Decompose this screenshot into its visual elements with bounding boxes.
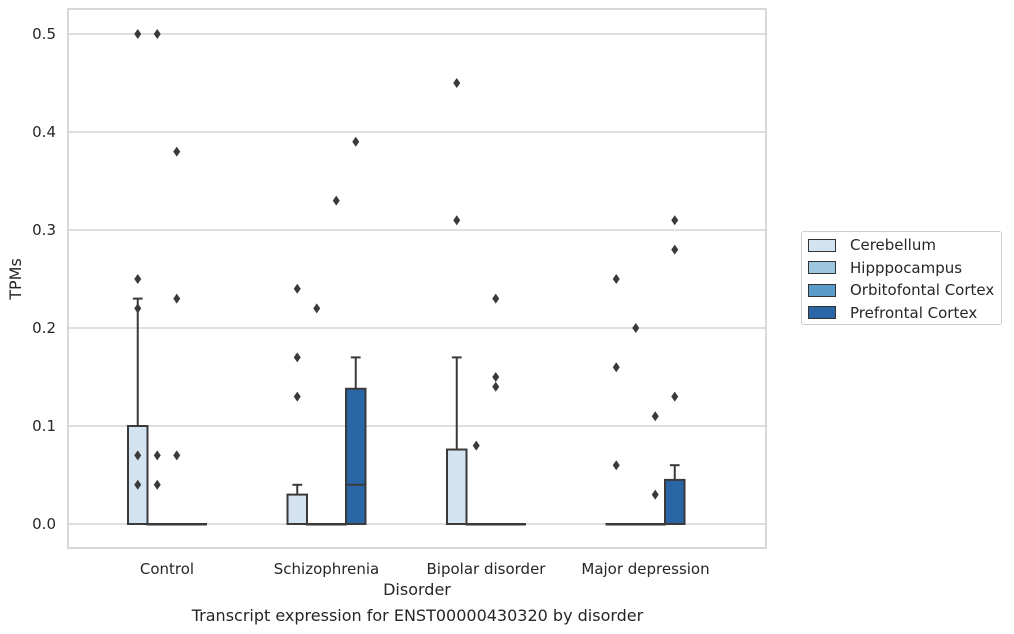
y-tick-label: 0.5	[32, 25, 56, 43]
plot-frame	[67, 8, 767, 549]
x-axis-label: Disorder	[383, 580, 451, 599]
outlier-point	[453, 215, 461, 226]
legend-swatch	[808, 306, 836, 319]
x-tick-label: Bipolar disorder	[427, 560, 547, 578]
outlier-point	[651, 411, 659, 422]
y-tick-label: 0.1	[32, 417, 56, 435]
outlier-point	[671, 215, 679, 226]
outlier-point	[632, 323, 640, 333]
legend-item: Prefrontal Cortex	[808, 303, 977, 323]
outlier-point	[173, 450, 181, 461]
outlier-point	[492, 381, 500, 392]
outlier-point	[671, 244, 679, 255]
box	[446, 448, 468, 525]
outlier-point	[612, 460, 620, 471]
outlier-point	[612, 362, 620, 373]
outlier-point	[153, 29, 161, 39]
box	[127, 425, 149, 525]
outlier-point	[134, 450, 142, 461]
outlier-point	[153, 479, 161, 490]
legend-swatch	[808, 261, 836, 274]
y-tick-label: 0.3	[32, 221, 56, 239]
x-tick-label: Control	[140, 560, 194, 578]
legend-item: Orbitofontal Cortex	[808, 280, 994, 300]
outlier-point	[492, 372, 500, 382]
outlier-point	[352, 136, 360, 147]
legend-label: Cerebellum	[850, 236, 936, 254]
outlier-point	[134, 479, 142, 490]
outlier-point	[173, 293, 181, 304]
figure-caption: Transcript expression for ENST0000043032…	[191, 606, 644, 625]
outlier-point	[492, 293, 500, 304]
legend: Cerebellum Hipppocampus Orbitofontal Corte…	[801, 231, 1002, 325]
y-axis-label: TPMs	[6, 258, 25, 301]
y-tick-label: 0.2	[32, 319, 56, 337]
box	[664, 478, 686, 525]
y-tick-label: 0.4	[32, 123, 56, 141]
outlier-point	[134, 29, 142, 39]
x-tick-label: Schizophrenia	[274, 560, 379, 578]
legend-label: Hipppocampus	[850, 258, 963, 277]
outlier-point	[671, 391, 679, 402]
box	[345, 387, 367, 526]
outlier-point	[173, 146, 181, 157]
box-plot-series	[127, 29, 686, 526]
outlier-point	[313, 303, 321, 314]
outlier-point	[472, 440, 480, 451]
legend-label: Orbitofontal Cortex	[850, 281, 995, 299]
outlier-point	[293, 391, 301, 402]
y-tick-label: 0.0	[32, 515, 56, 533]
legend-swatch	[808, 283, 836, 297]
outlier-point	[153, 450, 161, 461]
legend-swatch	[808, 238, 836, 252]
outlier-point	[134, 303, 142, 314]
outlier-point	[332, 195, 340, 206]
outlier-point	[293, 352, 301, 363]
x-tick-label: Major depression	[581, 560, 709, 578]
outlier-point	[651, 489, 659, 500]
gridlines	[68, 33, 766, 525]
legend-item: Cerebellum	[808, 235, 936, 255]
outlier-point	[453, 78, 461, 88]
outlier-point	[612, 274, 620, 284]
box	[286, 493, 308, 526]
legend-item: Hipppocampus	[808, 258, 962, 278]
outlier-point	[134, 274, 142, 284]
legend-label: Prefrontal Cortex	[850, 303, 978, 322]
outlier-point	[293, 283, 301, 294]
y-tick-labels: 0.0 0.1 0.2 0.3 0.4 0.5	[32, 25, 56, 533]
x-tick-labels: Control Schizophrenia Bipolar disorder Majo…	[140, 560, 710, 578]
